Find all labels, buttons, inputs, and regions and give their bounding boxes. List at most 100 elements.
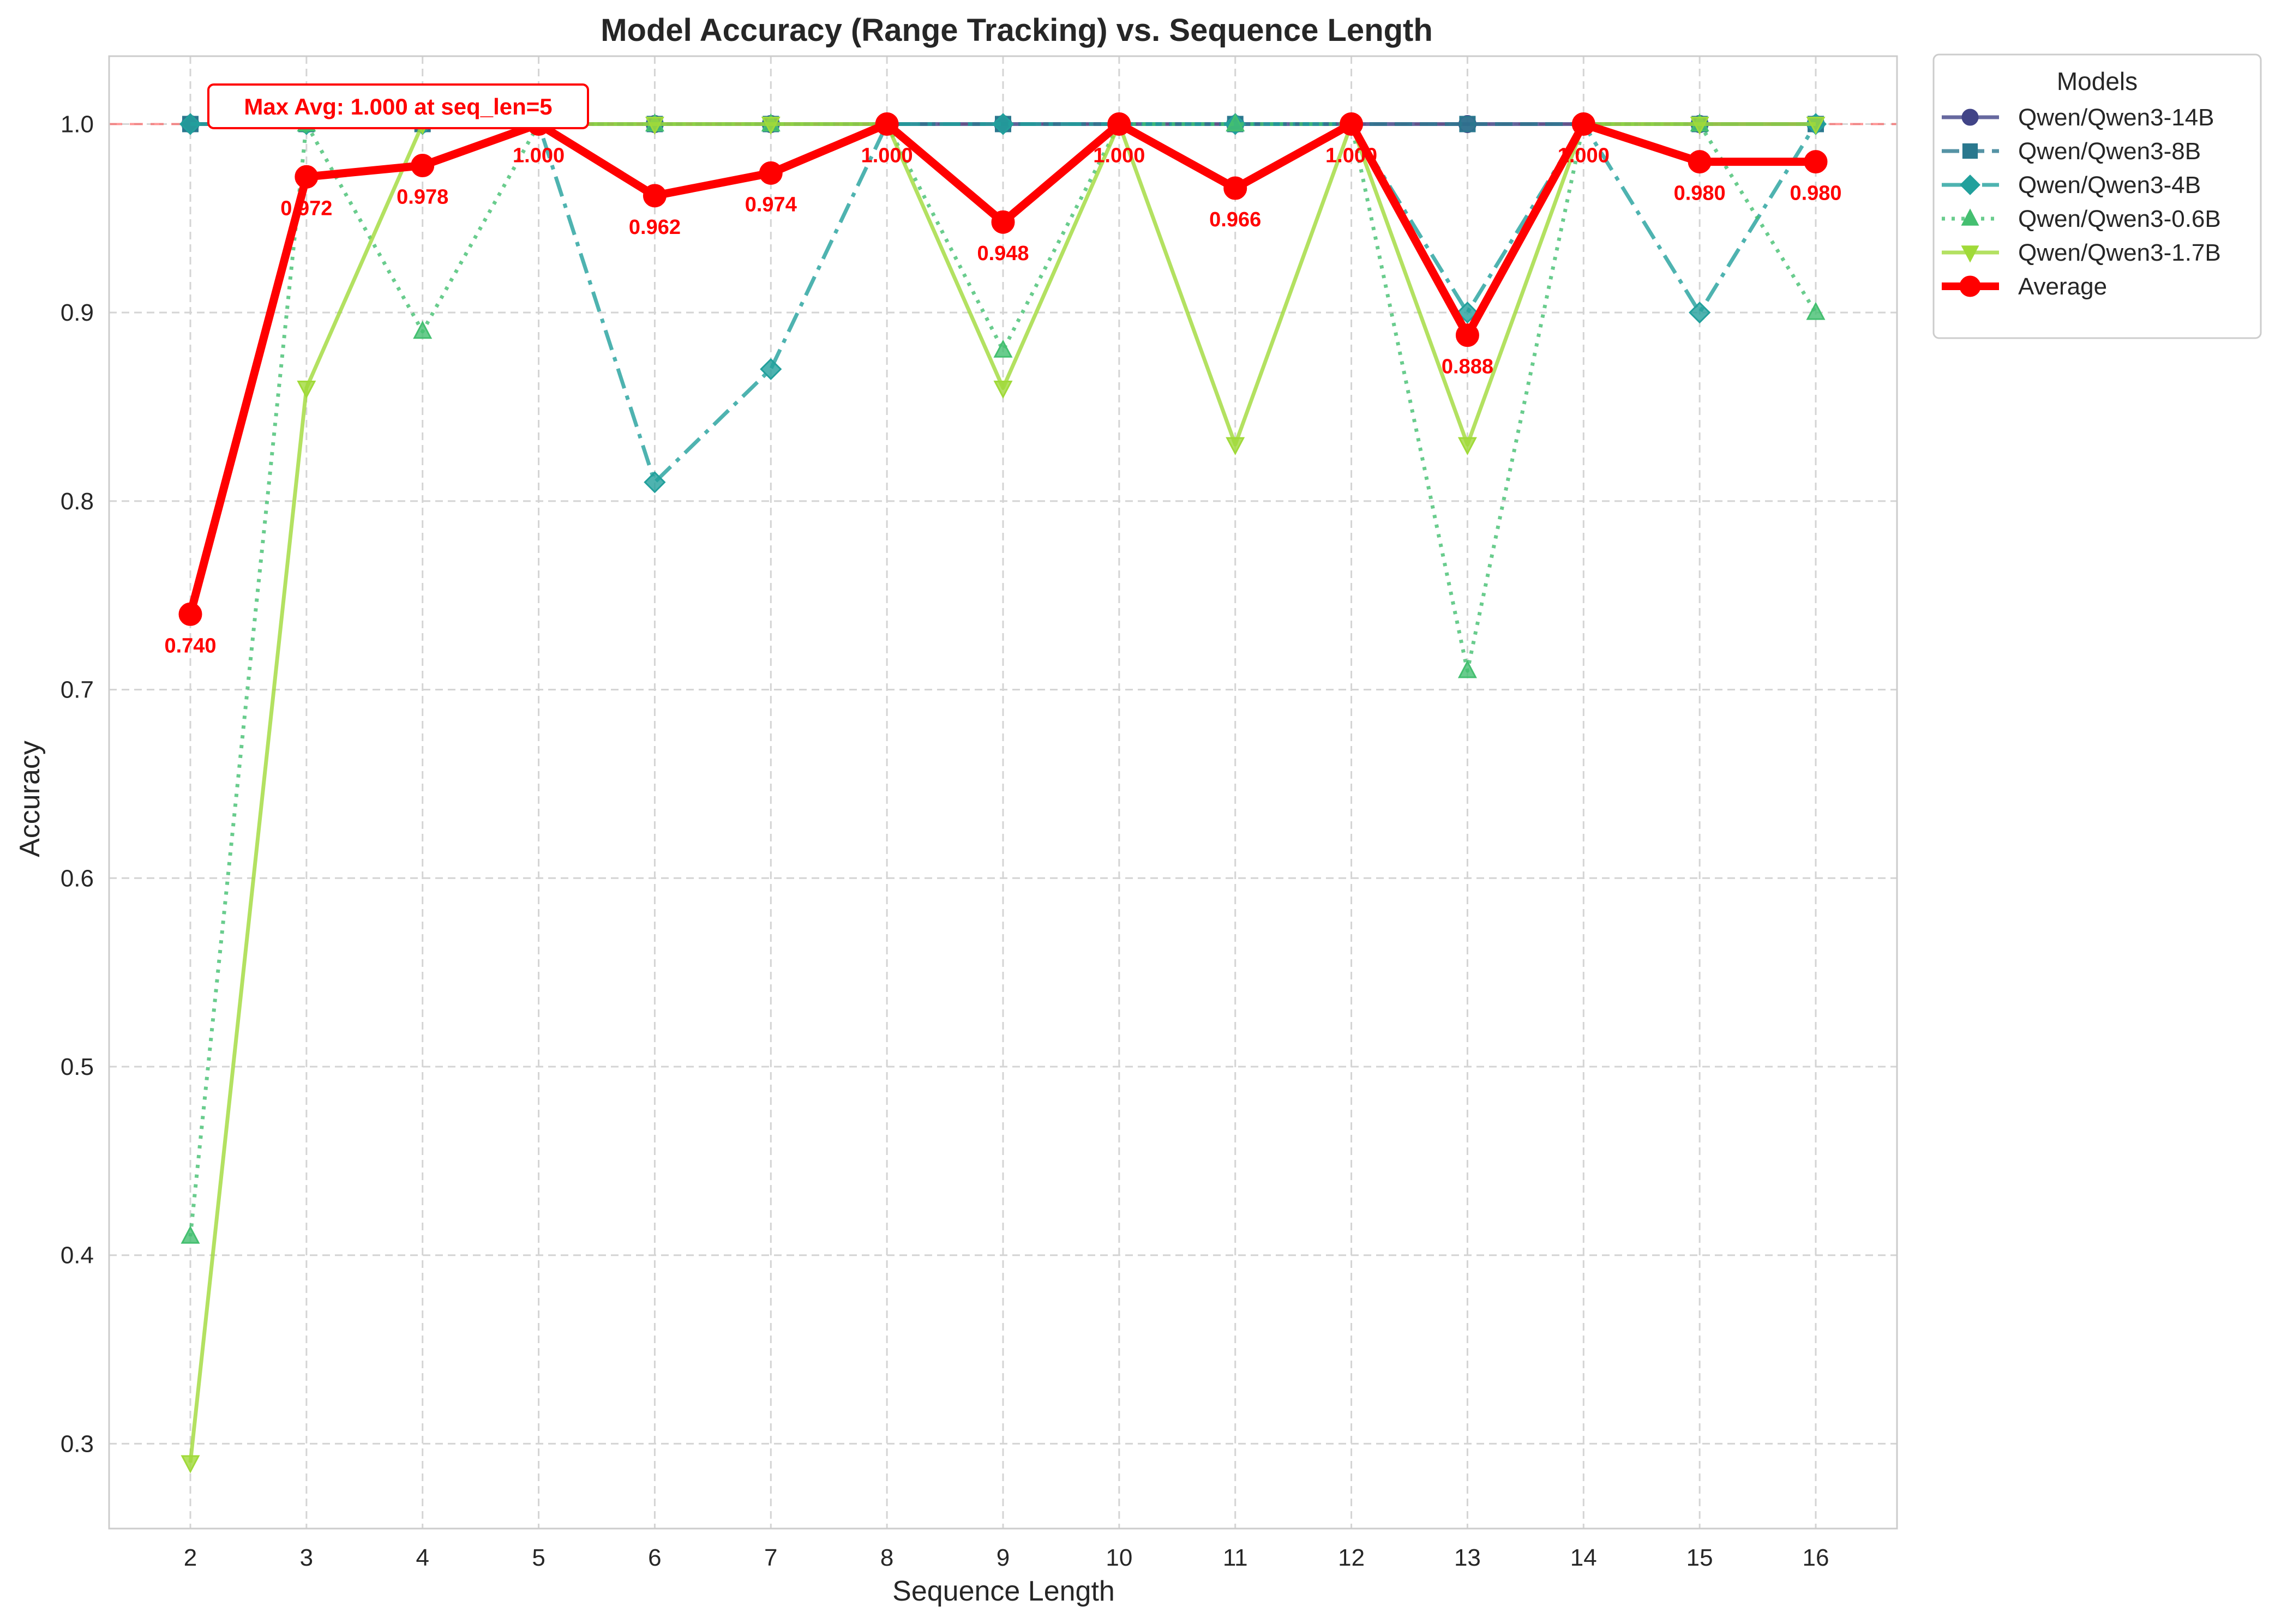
average-value-label: 0.966 [1209, 208, 1261, 231]
data-point-qwen-qwen3-4b [1456, 302, 1479, 324]
average-value-label: 0.974 [745, 193, 797, 216]
average-value-label: 0.740 [164, 634, 216, 657]
data-point-average [295, 165, 319, 189]
legend-label: Qwen/Qwen3-1.7B [2018, 239, 2221, 266]
data-point-average [991, 210, 1015, 234]
x-tick-label: 3 [300, 1544, 313, 1571]
data-point-qwen-qwen3-1-7b [1690, 116, 1709, 135]
y-axis-title: Accuracy [14, 741, 46, 857]
data-point-qwen-qwen3-4b [179, 113, 202, 135]
legend-item-qwen-qwen3-8b: Qwen/Qwen3-8B [1942, 138, 2201, 165]
data-point-qwen-qwen3-4b [1689, 302, 1711, 324]
legend-label: Qwen/Qwen3-4B [2018, 172, 2201, 199]
x-tick-label: 2 [184, 1544, 197, 1571]
average-value-label: 1.000 [861, 144, 913, 167]
average-value-label: 1.000 [1325, 144, 1377, 167]
axis-layer: 2 3 4 5 6 7 8 9 10 11 12 13 14 15 16 0.3 0.4 0.5 0.6 0.7 0.8… [61, 111, 1829, 1571]
data-point-qwen-qwen3-1-7b [761, 116, 781, 135]
legend-item-qwen-qwen3-0-6b: Qwen/Qwen3-0.6B [1942, 206, 2221, 232]
legend-item-qwen-qwen3-1-7b: Qwen/Qwen3-1.7B [1942, 239, 2221, 266]
data-point-qwen-qwen3-0-6b [993, 339, 1013, 358]
data-point-average [875, 112, 899, 136]
y-tick-label: 0.7 [61, 677, 94, 703]
x-tick-label: 5 [532, 1544, 545, 1571]
data-point-qwen-qwen3-1-7b [1226, 437, 1245, 455]
data-point-qwen-qwen3-4b [760, 358, 782, 381]
legend-label: Qwen/Qwen3-0.6B [2018, 206, 2221, 232]
data-point-qwen-qwen3-4b [644, 471, 666, 494]
average-value-label: 0.980 [1790, 182, 1841, 205]
legend-item-average: Average [1942, 273, 2107, 300]
x-tick-label: 9 [997, 1544, 1010, 1571]
data-point-qwen-qwen3-1-7b [993, 380, 1013, 399]
x-tick-label: 4 [416, 1544, 429, 1571]
data-point-qwen-qwen3-8b [1459, 116, 1476, 133]
data-point-average [411, 154, 435, 178]
average-value-label: 0.980 [1674, 182, 1726, 205]
x-tick-label: 7 [764, 1544, 777, 1571]
data-point-average [1455, 323, 1479, 347]
average-value-label: 0.978 [397, 186, 448, 209]
legend-frame [1932, 53, 2262, 339]
x-tick-label: 11 [1223, 1544, 1248, 1571]
y-tick-label: 0.5 [61, 1054, 94, 1080]
x-tick-label: 13 [1454, 1544, 1481, 1571]
y-tick-label: 1.0 [61, 111, 94, 137]
average-value-label: 1.000 [513, 144, 565, 167]
legend: Models Qwen/Qwen3-14BQwen/Qwen3-8BQwen/Q… [1932, 53, 2262, 339]
data-point-qwen-qwen3-1-7b [1806, 116, 1826, 135]
annotation-box [207, 83, 589, 129]
data-point-qwen-qwen3-0-6b [1806, 302, 1826, 320]
y-tick-label: 0.3 [61, 1430, 94, 1457]
data-point-average [1107, 112, 1131, 136]
plot-frame [108, 55, 1898, 1530]
series-line-qwen-qwen3-0-6b [188, 122, 1817, 1237]
data-point-qwen-qwen3-1-7b [645, 116, 664, 135]
legend-label: Average [2018, 273, 2107, 300]
legend-label: Qwen/Qwen3-14B [2018, 104, 2214, 131]
data-point-qwen-qwen3-0-6b [413, 321, 433, 339]
data-point-average [1804, 150, 1828, 174]
label-layer: 0.740 0.972 0.978 1.000 0.962 0.974 1.000 0.948… [164, 144, 1841, 657]
data-point-qwen-qwen3-0-6b [1457, 660, 1477, 678]
x-tick-label: 15 [1686, 1544, 1713, 1571]
average-value-label: 0.972 [280, 197, 332, 220]
x-axis-title: Sequence Length [892, 1575, 1115, 1607]
average-value-label: 1.000 [1558, 144, 1610, 167]
x-tick-label: 10 [1106, 1544, 1132, 1571]
legend-swatch-marker [1960, 175, 1980, 195]
x-tick-label: 12 [1338, 1544, 1365, 1571]
max-average-annotation: Max Avg: 1.000 at seq_len=5 [207, 83, 589, 129]
legend-item-qwen-qwen3-4b: Qwen/Qwen3-4B [1942, 172, 2201, 199]
y-tick-label: 0.6 [61, 865, 94, 892]
data-point-qwen-qwen3-1-7b [1457, 437, 1477, 455]
x-tick-label: 8 [880, 1544, 893, 1571]
legend-item-qwen-qwen3-14b: Qwen/Qwen3-14B [1942, 104, 2214, 131]
average-value-label: 0.888 [1442, 356, 1493, 378]
data-point-qwen-qwen3-0-6b [181, 1225, 200, 1244]
average-value-label: 0.962 [629, 216, 681, 239]
legend-items: Qwen/Qwen3-14B Qwen/Qwen3-8B Qwen/Qwen3-4B… [1942, 104, 2221, 300]
x-tick-label: 14 [1570, 1544, 1597, 1571]
y-tick-label: 0.4 [61, 1242, 94, 1269]
data-point-qwen-qwen3-1-7b [181, 1455, 200, 1473]
data-point-qwen-qwen3-0-6b [1226, 113, 1245, 131]
chart-title: Model Accuracy (Range Tracking) vs. Sequ… [601, 13, 1433, 48]
legend-swatch-marker [1961, 208, 1979, 226]
data-point-qwen-qwen3-4b [992, 113, 1015, 135]
y-tick-label: 0.9 [61, 299, 94, 326]
legend-swatch-marker [1961, 109, 1979, 126]
data-point-average [643, 184, 667, 208]
data-point-average [1688, 150, 1712, 174]
data-point-qwen-qwen3-1-7b [297, 380, 316, 399]
average-value-label: 1.000 [1093, 144, 1145, 167]
legend-swatch-marker [1959, 275, 1981, 297]
annotation-text: Max Avg: 1.000 at seq_len=5 [244, 94, 552, 119]
data-point-average [1571, 112, 1595, 136]
y-tick-label: 0.8 [61, 488, 94, 515]
legend-title: Models [2057, 67, 2138, 95]
series-average [178, 112, 1828, 626]
